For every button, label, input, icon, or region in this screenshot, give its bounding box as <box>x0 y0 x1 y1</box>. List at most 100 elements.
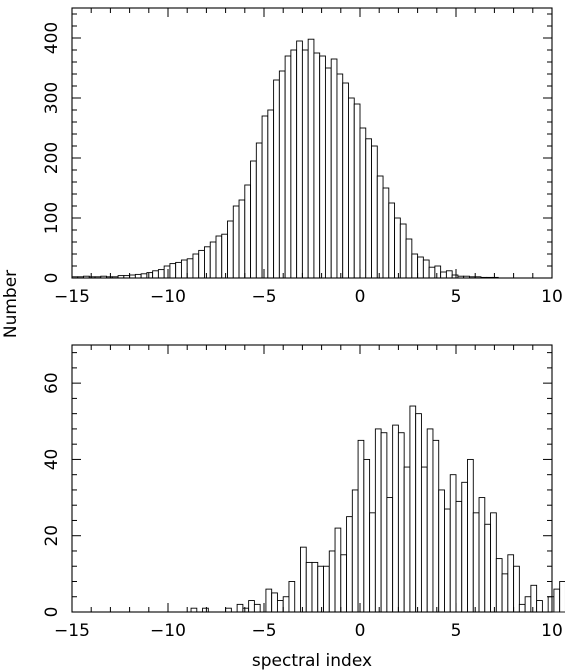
histogram-bar <box>290 49 298 279</box>
histogram-bar <box>334 527 342 613</box>
histogram-bar <box>411 253 419 279</box>
histogram-bar <box>305 561 313 613</box>
histogram-bar <box>296 40 303 279</box>
bottom-histogram-panel: −15 −10 −5 0 5 10 0 20 40 60 <box>42 344 565 641</box>
histogram-bar <box>276 600 284 613</box>
y-tick-label: 400 <box>42 22 62 54</box>
histogram-bar <box>311 561 319 613</box>
histogram-bar <box>440 271 447 279</box>
histogram-bar <box>386 497 394 613</box>
histogram-bar <box>336 73 344 279</box>
histogram-bar <box>169 263 177 279</box>
y-tick-label: 100 <box>42 202 62 234</box>
histogram-bar <box>405 238 413 279</box>
histogram-bar <box>175 261 182 279</box>
histogram-bar <box>359 127 367 279</box>
histogram-bar <box>513 565 520 613</box>
histogram-bar <box>444 508 451 613</box>
histogram-bar <box>140 273 148 279</box>
histogram-bar <box>324 67 332 279</box>
x-tick-label: −5 <box>251 621 276 641</box>
histogram-bar <box>484 523 492 613</box>
histogram-bar <box>146 272 154 279</box>
histogram-bar <box>180 259 188 279</box>
histogram-bar <box>190 607 198 613</box>
histogram-bar <box>273 79 280 279</box>
histogram-bar <box>282 596 290 613</box>
histogram-bar <box>317 565 324 613</box>
x-tick-label: −5 <box>251 287 276 307</box>
histogram-bar <box>357 439 365 613</box>
histogram-bar <box>518 603 526 613</box>
histogram-bar <box>397 432 405 613</box>
histogram-bar <box>307 38 315 279</box>
histogram-bar <box>267 109 275 279</box>
histogram-bar <box>559 581 565 613</box>
histogram-bar <box>232 205 240 279</box>
histogram-bar <box>461 481 468 613</box>
histogram-bar <box>265 588 273 613</box>
histogram-bar <box>250 160 257 279</box>
y-tick-label: 40 <box>42 449 62 471</box>
histogram-bar <box>472 512 480 613</box>
histogram-bar <box>319 55 326 279</box>
histogram-bar <box>524 596 532 613</box>
histogram-bar <box>371 145 378 279</box>
histogram-bar <box>342 82 349 279</box>
y-tick-label: 0 <box>42 273 62 284</box>
histogram-bar <box>478 497 486 613</box>
plot-frame <box>71 344 553 613</box>
x-tick-label: 0 <box>355 287 366 307</box>
x-tick-label: 0 <box>355 621 366 641</box>
histogram-bar <box>186 258 194 279</box>
x-tick-label: 5 <box>451 621 462 641</box>
histogram-bar <box>278 70 286 279</box>
y-tick-label: 0 <box>42 607 62 618</box>
x-axis-label: spectral index <box>252 651 372 671</box>
histogram-bar <box>271 592 278 613</box>
histogram-bar <box>238 199 246 279</box>
histogram-bar <box>374 428 382 613</box>
histogram-bar <box>501 573 509 613</box>
histogram-bar <box>376 175 384 279</box>
histogram-bar <box>328 550 336 613</box>
histogram-bar <box>157 269 165 279</box>
histogram-bar <box>255 142 263 279</box>
histogram-bar <box>300 546 307 613</box>
histogram-bar <box>152 270 159 279</box>
histogram-bar <box>261 115 269 279</box>
histogram-bar <box>415 413 422 613</box>
histogram-bar <box>403 466 411 613</box>
histogram-bar <box>428 266 436 279</box>
histogram-bar <box>449 474 457 613</box>
histogram-bar <box>536 600 543 613</box>
histogram-bar <box>392 424 399 613</box>
histogram-bar <box>198 249 205 279</box>
histogram-bar <box>388 202 396 279</box>
x-tick-label: −15 <box>54 287 90 307</box>
histogram-bar <box>225 607 232 613</box>
histogram-bar <box>467 458 474 613</box>
histogram-bar <box>202 607 209 613</box>
histogram-bar <box>351 489 359 613</box>
histogram-bar <box>530 584 538 613</box>
histogram-bar <box>495 558 503 613</box>
y-tick-label: 20 <box>42 525 62 547</box>
histogram-bar <box>248 600 255 613</box>
histogram-bar <box>363 458 371 613</box>
histogram-bar <box>340 554 348 613</box>
histogram-bar <box>236 603 244 613</box>
x-tick-label: 10 <box>541 621 563 641</box>
y-tick-label: 300 <box>42 82 62 114</box>
histogram-bar <box>455 500 463 613</box>
y-tick-label: 200 <box>42 142 62 174</box>
histogram-bar <box>323 565 330 613</box>
x-tick-label: −10 <box>150 621 186 641</box>
x-tick-label: 5 <box>451 287 462 307</box>
y-axis-label: Number <box>1 270 21 338</box>
x-tick-label: 10 <box>541 287 563 307</box>
histogram-bar <box>284 55 292 279</box>
histogram-bar <box>420 466 428 613</box>
histogram-bar <box>330 58 338 279</box>
